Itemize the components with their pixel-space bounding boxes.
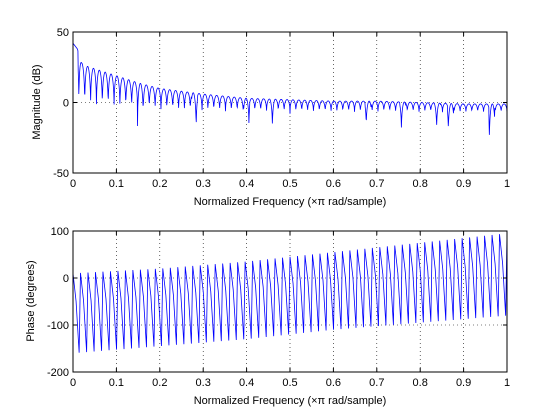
magnitude-xtick-label: 0.1	[109, 178, 124, 190]
magnitude-xtick-label: 0.8	[413, 178, 428, 190]
magnitude-grid	[73, 32, 507, 173]
phase-plot-box	[72, 230, 508, 373]
phase-xlabel: Normalized Frequency (×π rad/sample)	[194, 395, 387, 407]
magnitude-xtick-label: 0.3	[196, 178, 211, 190]
magnitude-xlabel: Normalized Frequency (×π rad/sample)	[194, 196, 387, 208]
magnitude-xtick-label: 0.5	[282, 178, 297, 190]
magnitude-ylabel: Magnitude (dB)	[31, 64, 43, 139]
magnitude-ytick-label: -50	[53, 168, 69, 180]
phase-xtick-label: 0.9	[456, 377, 471, 389]
phase-ytick-label: 0	[63, 273, 69, 285]
magnitude-ytick-label: 0	[63, 98, 69, 110]
phase-series-line	[72, 233, 508, 353]
magnitude-xtick-label: 0.4	[239, 178, 254, 190]
phase-xtick-label: 0	[70, 377, 76, 389]
phase-xtick-label: 1	[504, 377, 510, 389]
phase-xtick-label: 0.5	[282, 377, 297, 389]
magnitude-xtick-label: 0.7	[369, 178, 384, 190]
phase-axes: 0 0.1 0.2 0.3 0.4 0.5 0.6 0.7 0.8 0.9 1 -200 -100 0 10…	[25, 226, 510, 407]
phase-ytick-label: 100	[51, 226, 69, 238]
magnitude-xtick-label: 0.9	[456, 178, 471, 190]
magnitude-ytick-label: 50	[57, 27, 69, 39]
phase-xtick-label: 0.4	[239, 377, 254, 389]
phase-xtick-label: 0.6	[326, 377, 341, 389]
phase-xtick-label: 0.1	[109, 377, 124, 389]
magnitude-xtick-label: 0.6	[326, 178, 341, 190]
phase-grid	[73, 231, 507, 372]
magnitude-xtick-label: 1	[504, 178, 510, 190]
phase-xtick-label: 0.7	[369, 377, 384, 389]
phase-ylabel: Phase (degrees)	[25, 260, 37, 341]
phase-xtick-label: 0.2	[152, 377, 167, 389]
magnitude-xtick-label: 0.2	[152, 178, 167, 190]
magnitude-series-line	[72, 43, 508, 135]
magnitude-xtick-label: 0	[70, 178, 76, 190]
phase-ticks: 0 0.1 0.2 0.3 0.4 0.5 0.6 0.7 0.8 0.9 1 -200 -100 0 10…	[47, 226, 510, 389]
phase-ytick-label: -200	[47, 367, 69, 379]
phase-xtick-label: 0.3	[196, 377, 211, 389]
phase-ytick-label: -100	[47, 320, 69, 332]
phase-xtick-label: 0.8	[413, 377, 428, 389]
